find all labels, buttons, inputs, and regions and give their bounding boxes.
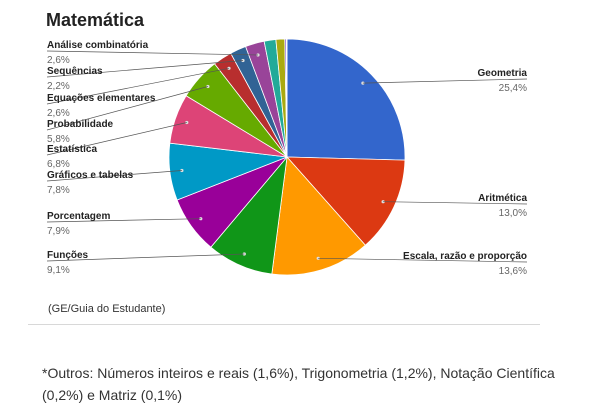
source-note: (GE/Guia do Estudante): [48, 303, 166, 315]
slice-label-funcoes: Funções: [47, 250, 89, 261]
slice-value-estatistica: 6,8%: [47, 159, 70, 170]
slice-label-equacoes-elementares: Equações elementares: [47, 93, 156, 104]
slice-value-sequencias: 2,2%: [47, 81, 70, 92]
leader-line: [46, 50, 259, 56]
pie-slice-aritmetica: [286, 156, 406, 246]
leader-line: [46, 67, 230, 105]
slice-label-estatistica: Estatística: [47, 144, 97, 155]
leader-line: [46, 122, 187, 156]
leader-line: [383, 201, 528, 205]
leader-line: [318, 257, 528, 263]
pie-slice-escala-razao-e-proporcao: [271, 156, 366, 276]
slice-value-geometria: 25,4%: [499, 83, 527, 94]
leader-line: [46, 218, 201, 223]
leader-line: [46, 60, 244, 78]
slice-label-analise-combinatoria: Análise combinatória: [47, 40, 149, 51]
leader-line: [362, 78, 528, 84]
pie-labels: Geometria 25,4% Aritmética 13,0% Escala, raz…: [46, 40, 528, 277]
slice-label-aritmetica: Aritmética: [478, 193, 527, 204]
leader-line: [46, 86, 208, 131]
slice-value-escala-razao-e-proporcao: 13,6%: [499, 266, 527, 277]
slice-label-porcentagem: Porcentagem: [47, 211, 110, 222]
pie-slices: [168, 38, 406, 276]
slice-value-equacoes-elementares: 2,6%: [47, 108, 70, 119]
footnote: *Outros: Números inteiros e reais (1,6%)…: [42, 365, 555, 403]
pie-slice-geometria: [286, 38, 406, 161]
slice-label-probabilidade: Probabilidade: [47, 119, 114, 130]
slice-value-funcoes: 9,1%: [47, 265, 70, 276]
slice-value-probabilidade: 5,8%: [47, 134, 70, 145]
leader-line: [46, 170, 182, 182]
slice-value-analise-combinatoria: 2,6%: [47, 55, 70, 66]
slice-label-escala-razao-e-proporcao: Escala, razão e proporção: [403, 251, 527, 262]
slice-value-graficos-e-tabelas: 7,8%: [47, 185, 70, 196]
slice-label-sequencias: Sequências: [47, 66, 103, 77]
leader-dot: [381, 200, 385, 204]
pie-slice-matriz: [285, 38, 288, 158]
chart-title: Matemática: [46, 10, 145, 30]
slice-label-graficos-e-tabelas: Gráficos e tabelas: [47, 170, 134, 181]
slice-label-geometria: Geometria: [478, 68, 528, 79]
slice-value-aritmetica: 13,0%: [499, 208, 527, 219]
slice-value-porcentagem: 7,9%: [47, 226, 70, 237]
divider: [28, 324, 540, 325]
pie-chart: Matemática Geometria 25,4% Aritmética 13,0%…: [46, 10, 528, 277]
leader-line: [46, 253, 245, 262]
